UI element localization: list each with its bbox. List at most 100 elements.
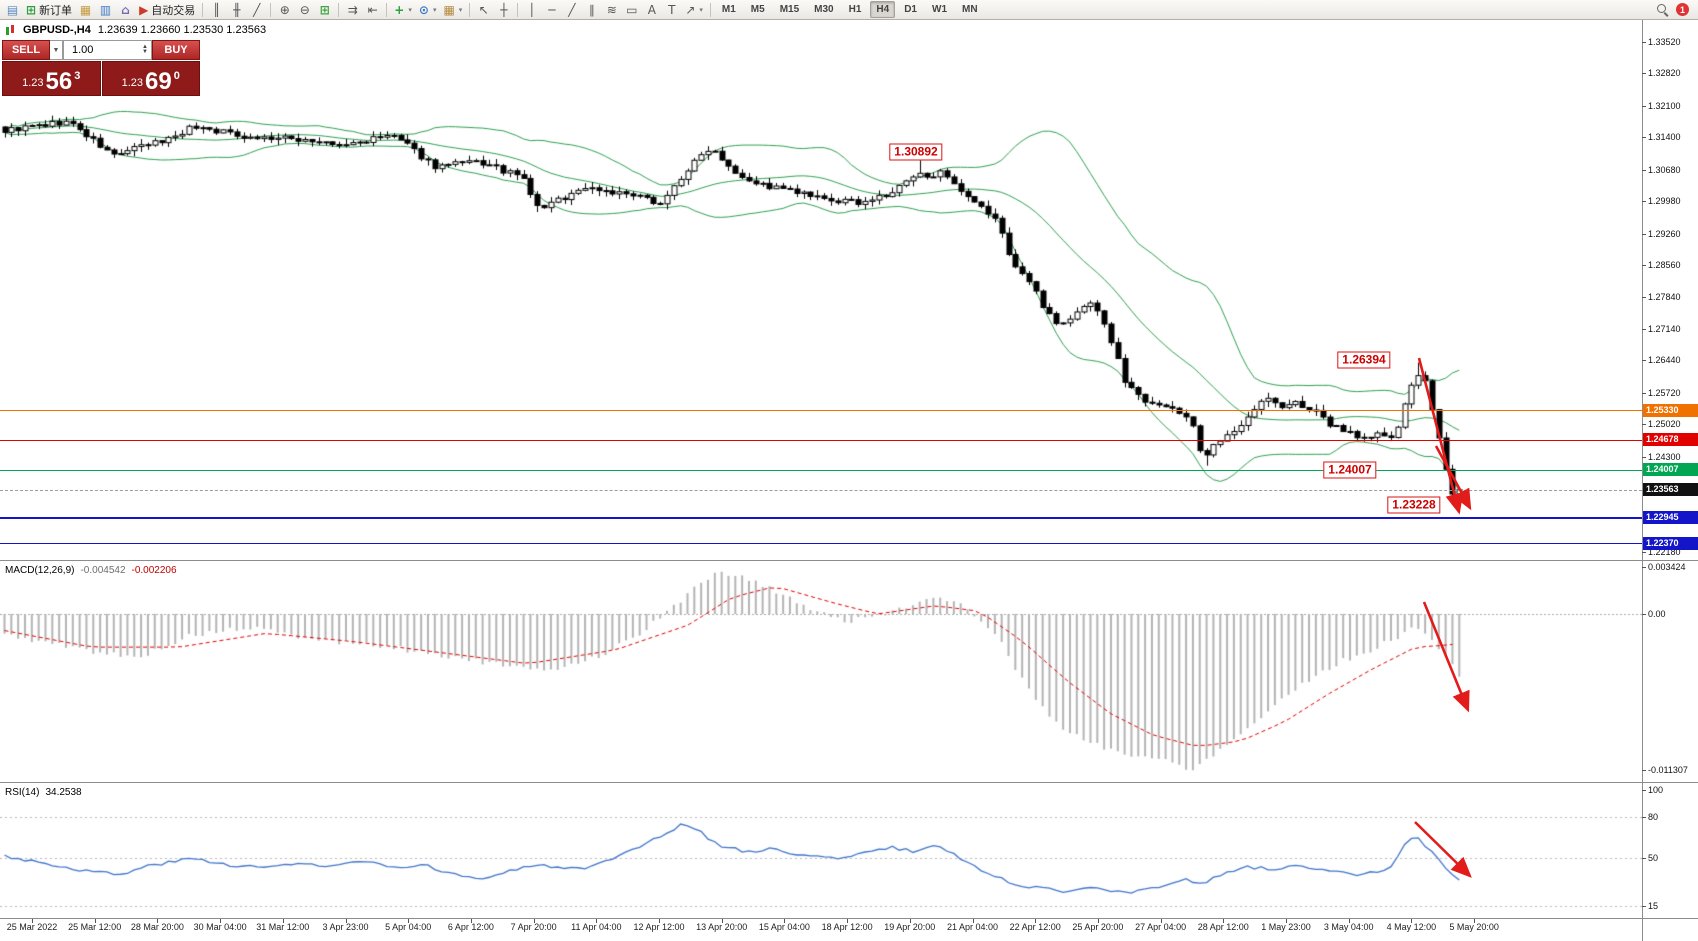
buy-price-panel[interactable]: 1.23 69 0	[101, 61, 200, 96]
navigator-button[interactable]: ⌂	[116, 1, 135, 18]
channel-button[interactable]: ∥	[582, 1, 601, 18]
market-watch-icon: ▥	[99, 2, 112, 17]
toolbar-separator	[517, 2, 519, 17]
crosshair-button[interactable]: ┼	[494, 1, 513, 18]
volume-value: 1.00	[72, 44, 94, 56]
volume-stepper[interactable]: ▲ ▼	[142, 44, 148, 55]
periods-button[interactable]: ⊙ ▾	[416, 1, 440, 18]
main-macd-divider[interactable]	[0, 560, 1698, 561]
tile-windows-button[interactable]: ⊞	[315, 1, 334, 18]
chart-info-bar: GBPUSD-,H4 1.23639 1.23660 1.23530 1.235…	[5, 24, 266, 36]
market-watch-button[interactable]: ▥	[96, 1, 115, 18]
price-tick-label: 1.32100	[1648, 100, 1681, 111]
time-tick-mark	[1223, 919, 1225, 923]
price-chart-canvas[interactable]	[0, 20, 1642, 560]
cursor-button[interactable]: ↖	[474, 1, 493, 18]
fibonacci-button[interactable]: ≋	[602, 1, 621, 18]
trendline-button[interactable]: ╱	[562, 1, 581, 18]
horizontal-line-button[interactable]: ─	[542, 1, 561, 18]
volume-input[interactable]: 1.00 ▲ ▼	[63, 40, 152, 60]
price-tick-label: 1.24300	[1648, 451, 1681, 462]
volume-preset-dropdown[interactable]: ▼	[50, 40, 63, 60]
hline-123563[interactable]	[0, 489, 1642, 491]
buy-button[interactable]: BUY	[152, 40, 200, 60]
macd-rsi-divider[interactable]	[0, 782, 1698, 783]
price-callout[interactable]: 1.26394	[1337, 351, 1391, 369]
time-tick-label: 22 Apr 12:00	[1009, 922, 1061, 932]
symbol-period: GBPUSD-,H4	[23, 24, 91, 36]
candlestick-chart-button[interactable]: ╫	[227, 1, 246, 18]
hline-122945[interactable]	[0, 516, 1642, 519]
rsi-tick-mark	[1642, 858, 1646, 860]
zoom-in-icon: ⊕	[279, 2, 290, 17]
new-order-button[interactable]: ⊞ 新订单	[23, 1, 75, 18]
time-tick-label: 28 Mar 20:00	[130, 922, 184, 932]
text-button[interactable]: A	[642, 1, 661, 18]
timeframe-h4[interactable]: H4	[870, 1, 896, 18]
line-chart-icon: ╱	[253, 2, 261, 17]
indicators-button[interactable]: + ▾	[391, 1, 415, 18]
zoom-in-button[interactable]: ⊕	[275, 1, 294, 18]
hline-124007[interactable]	[0, 469, 1642, 471]
auto-scroll-button[interactable]: ⇉	[343, 1, 362, 18]
line-chart-button[interactable]: ╱	[247, 1, 266, 18]
search-icon[interactable]	[1656, 3, 1669, 16]
timeframe-m15[interactable]: M15	[779, 4, 800, 15]
price-tick-mark	[1642, 169, 1646, 171]
rsi-chart-canvas[interactable]	[0, 783, 1642, 918]
toolbar-items: ▤ ⊞ 新订单 ▦ ▥ ⌂ ▶ 自动交易 ║ ╫ ╱ ⊕ ⊖ ⊞ ⇉ ⇤ + ▾ ⊙ ▾ ▦ ▾ ↖ ┼ │ ─ ╱ ∥ ≋ ▭ A T ↗ ▾ M…	[3, 1, 985, 18]
hline-125330[interactable]	[0, 410, 1642, 412]
volume-up-icon[interactable]: ▲	[142, 44, 148, 50]
timeframe-w1[interactable]: W1	[932, 4, 947, 15]
channel-icon: ∥	[588, 2, 595, 17]
chart-shift-button[interactable]: ⇤	[363, 1, 382, 18]
rsi-tick-label: 15	[1648, 901, 1659, 912]
macd-name: MACD(12,26,9)	[5, 565, 75, 576]
new-chart-button[interactable]: ▤	[3, 1, 22, 18]
volume-down-icon[interactable]: ▼	[142, 49, 148, 55]
templates-button[interactable]: ▦ ▾	[440, 1, 465, 18]
time-tick-label: 28 Apr 12:00	[1197, 922, 1249, 932]
timeframe-m5[interactable]: M5	[750, 4, 765, 15]
price-callout[interactable]: 1.30892	[889, 143, 943, 161]
timeframe-m1[interactable]: M1	[721, 4, 736, 15]
timeframe-m30[interactable]: M30	[814, 4, 834, 15]
price-tick-mark	[1642, 265, 1646, 267]
vertical-line-button[interactable]: │	[522, 1, 541, 18]
timeframe-h1[interactable]: H1	[848, 4, 862, 15]
macd-chart-canvas[interactable]	[0, 561, 1642, 782]
macd-tick-mark	[1642, 614, 1646, 615]
rsi-tick-mark	[1642, 790, 1646, 791]
price-tick-mark	[1642, 360, 1646, 362]
sell-price-panel[interactable]: 1.23 56 3	[2, 61, 101, 96]
time-tick-mark	[32, 919, 33, 923]
price-tick-label: 1.25020	[1648, 419, 1681, 430]
price-callout[interactable]: 1.23228	[1387, 496, 1441, 514]
price-tag-122945: 1.22945	[1643, 511, 1698, 525]
time-tick-label: 3 Apr 23:00	[322, 922, 369, 932]
tile-windows-icon: ⊞	[319, 2, 330, 17]
text-label-button[interactable]: T	[662, 1, 681, 18]
price-callout[interactable]: 1.24007	[1323, 461, 1377, 479]
buy-price-prefix: 1.23	[121, 77, 144, 89]
sell-button[interactable]: SELL	[2, 40, 50, 60]
hline-122370[interactable]	[0, 543, 1642, 545]
profiles-button[interactable]: ▦	[76, 1, 95, 18]
bar-chart-button[interactable]: ║	[207, 1, 226, 18]
notification-badge[interactable]: 1	[1676, 3, 1689, 16]
time-tick-mark	[282, 919, 284, 923]
hline-124678[interactable]	[0, 439, 1642, 441]
text-label-icon: T	[668, 2, 676, 17]
templates-icon: ▦	[443, 2, 455, 17]
price-tick-label: 1.30680	[1648, 164, 1681, 175]
zoom-out-button[interactable]: ⊖	[295, 1, 314, 18]
arrows-tool-button[interactable]: ↗ ▾	[682, 1, 706, 18]
auto-trading-button[interactable]: ▶ 自动交易	[136, 1, 198, 18]
fibonacci-icon: ≋	[606, 2, 617, 17]
timeframe-mn[interactable]: MN	[962, 4, 978, 15]
timeframe-d1[interactable]: D1	[904, 4, 917, 15]
shapes-button[interactable]: ▭	[622, 1, 641, 18]
price-tick-mark	[1642, 328, 1646, 330]
time-tick-mark	[659, 919, 660, 923]
buy-price-big: 69	[145, 68, 172, 95]
